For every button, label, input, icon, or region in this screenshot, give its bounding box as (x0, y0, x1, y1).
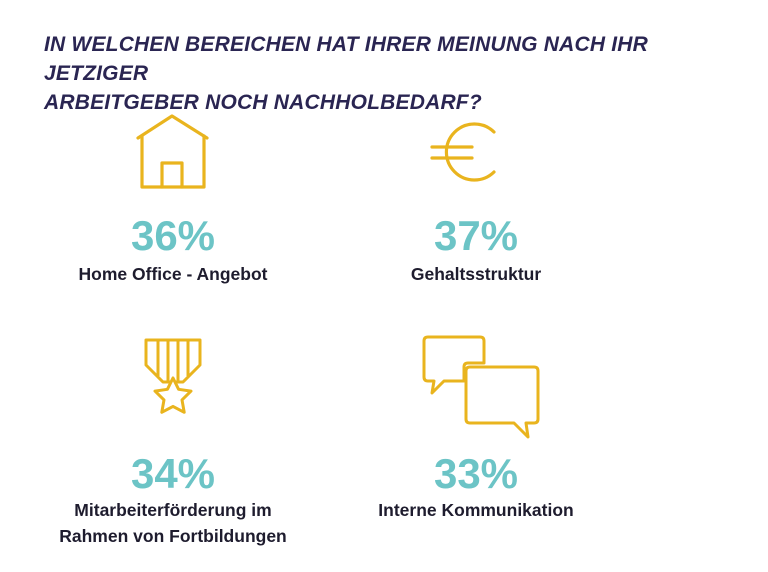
title-line-1: IN WELCHEN BEREICHEN HAT IHRER MEINUNG N… (44, 33, 649, 85)
stat-percent: 33% (433, 450, 519, 497)
house-icon (136, 114, 209, 189)
speech-bubbles-icon (422, 335, 540, 439)
stat-label: Home Office - Angebot (23, 261, 323, 287)
stat-percent: 34% (130, 450, 216, 497)
stat-label: Interne Kommunikation (326, 497, 626, 523)
stat-label-line: Interne Kommunikation (378, 500, 574, 520)
stat-label-line: Rahmen von Fortbildungen (59, 526, 287, 546)
stat-label: Mitarbeiterförderung im Rahmen von Fortb… (23, 497, 323, 549)
stat-percent: 36% (130, 212, 216, 259)
euro-icon (430, 122, 496, 182)
page-title: IN WELCHEN BEREICHEN HAT IHRER MEINUNG N… (44, 30, 724, 117)
title-line-2: ARBEITGEBER NOCH NACHHOLBEDARF? (44, 91, 482, 114)
stat-label-line: Gehaltsstruktur (410, 264, 542, 284)
stat-percent: 37% (433, 212, 519, 259)
stat-label-line: Mitarbeiterförderung im (74, 500, 272, 520)
stat-label: Gehaltsstruktur (326, 261, 626, 287)
medal-icon (144, 338, 202, 414)
stat-label-line: Home Office - Angebot (78, 264, 268, 284)
